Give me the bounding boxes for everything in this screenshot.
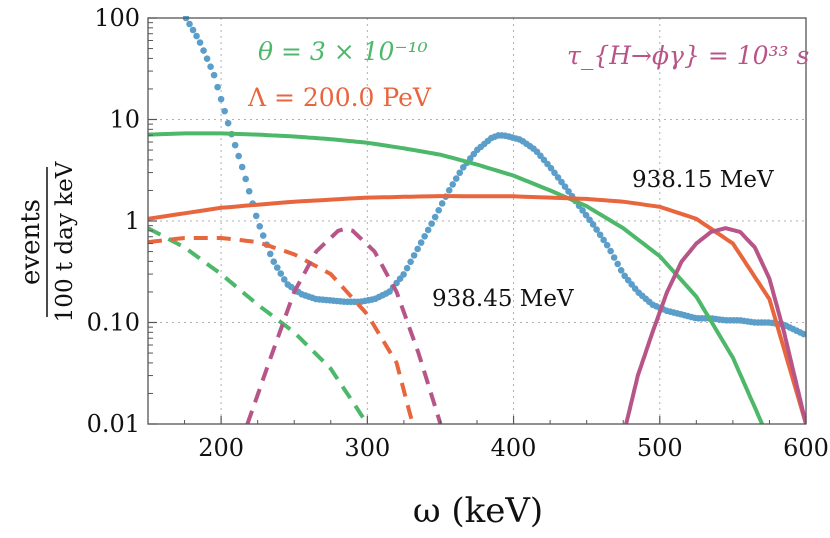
y-tick-label: 10	[109, 106, 140, 134]
data-point	[200, 47, 207, 54]
data-point	[554, 174, 562, 181]
data-point	[561, 183, 569, 190]
data-point	[593, 226, 600, 233]
data-point	[280, 276, 288, 283]
data-point	[266, 250, 274, 258]
ticks: 200 300 400 500 600 0.01 0.10 1 10 100	[87, 4, 829, 462]
data-point	[417, 239, 425, 246]
dashed-curve	[245, 226, 443, 424]
data-point	[256, 223, 264, 230]
data-point	[547, 164, 555, 172]
solid-curve	[148, 131, 764, 424]
data-point	[466, 155, 474, 162]
x-tick-label: 500	[637, 434, 683, 462]
data-point	[565, 188, 572, 195]
data-point	[582, 211, 590, 219]
data-point	[610, 254, 618, 261]
x-tick-label: 600	[783, 434, 829, 462]
data-point	[252, 212, 260, 220]
data-point	[270, 258, 278, 266]
data-point	[603, 241, 611, 249]
data-point	[193, 32, 200, 40]
data-point	[207, 63, 214, 71]
series-layer	[148, 16, 806, 424]
data-point	[407, 258, 414, 266]
x-axis-label: ω (keV)	[413, 491, 543, 531]
data-point	[449, 181, 457, 188]
annotation-lambda: Λ = 200.0 PeV	[247, 83, 432, 112]
annotation-theta: θ = 3 × 10⁻¹⁰	[258, 37, 428, 66]
data-point	[459, 163, 467, 171]
dashed-curve	[148, 236, 415, 424]
data-point	[277, 270, 285, 277]
solid-curve	[624, 226, 806, 424]
data-point	[558, 178, 565, 186]
data-point	[456, 169, 464, 177]
data-point	[614, 260, 621, 268]
data-point	[607, 247, 614, 255]
data-point	[438, 200, 446, 207]
data-point	[400, 271, 407, 278]
data-point	[586, 216, 593, 224]
data-point	[579, 207, 586, 214]
y-tick-label: 0.01	[87, 410, 140, 438]
data-point	[231, 141, 239, 149]
data-point	[189, 26, 197, 34]
data-point	[221, 107, 228, 115]
y-tick-label: 0.10	[87, 309, 140, 337]
data-point	[245, 187, 253, 195]
annotation-tau: τ_{H→ϕγ} = 10³³ s	[567, 41, 809, 70]
data-point	[238, 163, 246, 171]
data-point	[800, 330, 806, 338]
data-point	[414, 245, 421, 253]
data-point	[235, 152, 242, 160]
data-point	[203, 55, 211, 62]
y-axis-label: events 100 t day keV	[16, 161, 78, 322]
data-point	[214, 83, 221, 91]
data-point	[428, 220, 435, 227]
data-point	[224, 119, 232, 127]
y-axis-label-denominator: 100 t day keV	[52, 161, 78, 322]
dashed-curve	[148, 226, 369, 424]
grid-lines	[148, 18, 807, 424]
data-point	[242, 175, 249, 183]
data-point	[431, 213, 439, 221]
data-point	[435, 206, 442, 214]
x-tick-label: 400	[491, 434, 537, 462]
data-point	[403, 264, 411, 272]
annotation-mass-low: 938.45 MeV	[432, 286, 574, 312]
x-tick-label: 200	[198, 434, 244, 462]
data-point	[217, 95, 225, 103]
data-point	[551, 169, 558, 177]
data-point	[210, 71, 218, 79]
data-point	[196, 39, 204, 46]
data-point	[421, 232, 428, 240]
data-point	[445, 186, 453, 194]
data-point	[589, 221, 597, 228]
data-point	[596, 231, 604, 239]
annotation-mass-high: 938.15 MeV	[632, 167, 774, 193]
data-point	[600, 236, 607, 244]
x-tick-label: 300	[344, 434, 390, 462]
solid-curve	[148, 194, 806, 424]
data-point	[410, 252, 418, 259]
y-axis-label-numerator: events	[16, 199, 46, 285]
y-tick-label: 1	[125, 207, 140, 235]
data-point	[617, 267, 625, 274]
y-tick-label: 100	[94, 4, 140, 32]
data-point	[452, 175, 460, 182]
data-point	[424, 226, 432, 234]
data-point	[186, 20, 193, 28]
data-point	[259, 232, 267, 239]
data-point	[273, 264, 281, 271]
